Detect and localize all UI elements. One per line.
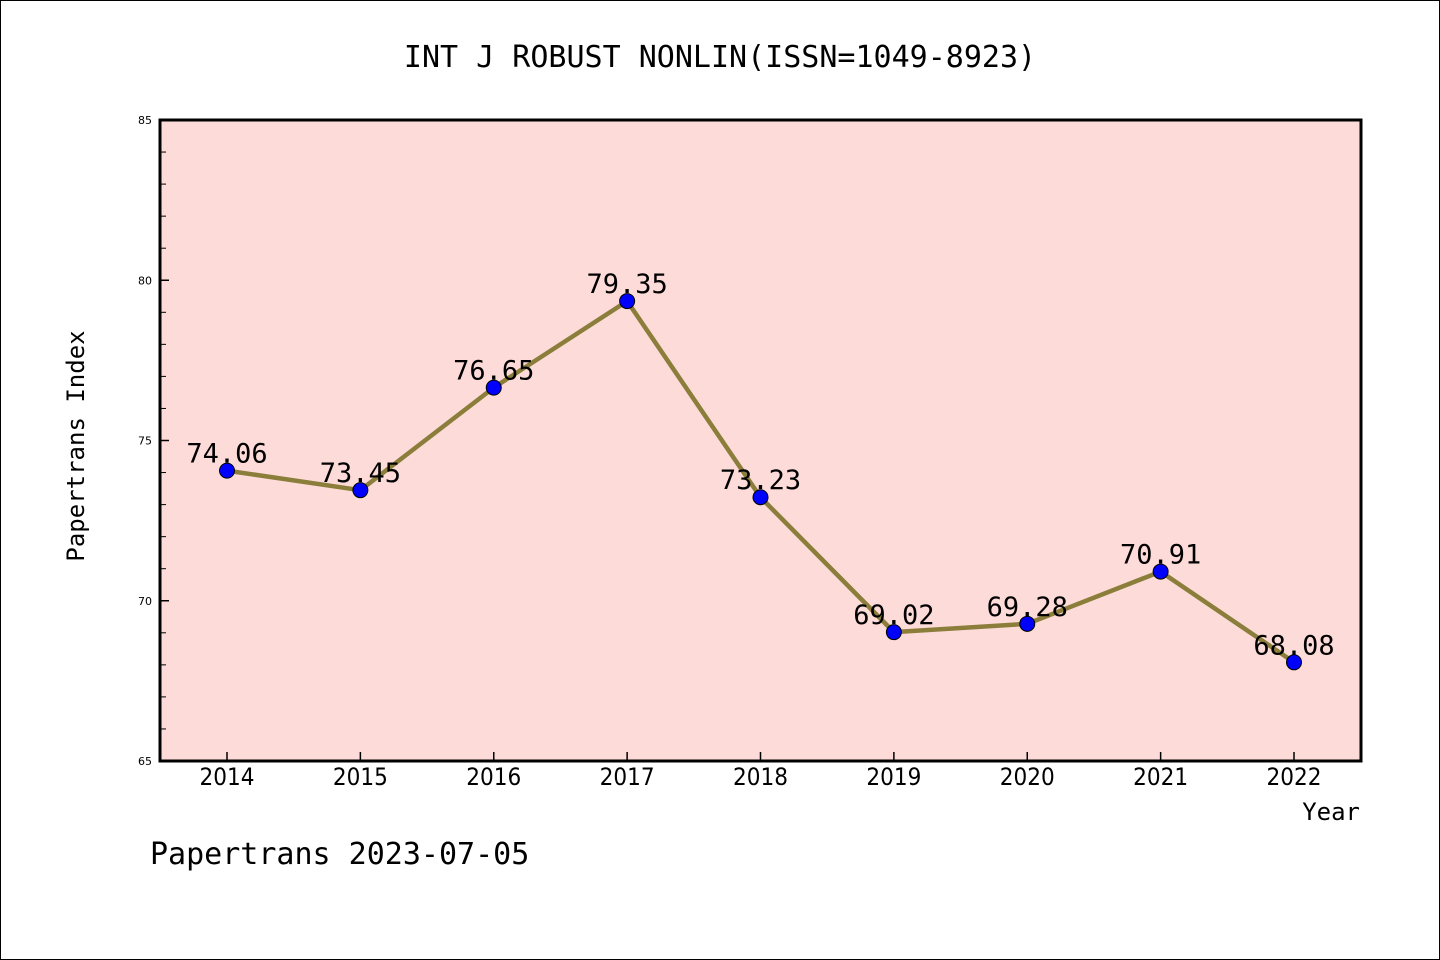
data-point <box>619 293 636 310</box>
data-point <box>1019 615 1036 632</box>
data-point <box>885 624 902 641</box>
y-tick-label: 85 <box>138 114 152 127</box>
x-tick-label: 2014 <box>200 763 255 791</box>
x-tick-label: 2015 <box>333 763 388 791</box>
data-point-markers <box>219 293 1302 671</box>
y-axis: 65 70 75 80 85 <box>138 114 169 768</box>
x-tick-label: 2018 <box>733 763 788 791</box>
data-label: 73.45 <box>320 458 401 489</box>
y-tick-label: 70 <box>138 595 152 608</box>
y-tick-label: 65 <box>138 755 152 768</box>
data-label: 79.35 <box>586 269 667 300</box>
data-point <box>1286 654 1302 671</box>
data-labels: 74.06 73.45 76.65 79.35 73.23 69.02 69.28 70.91… <box>186 269 1334 661</box>
x-tick-label: 2016 <box>466 763 521 791</box>
x-tick-label: 2021 <box>1133 763 1188 791</box>
data-label: 73.23 <box>720 465 801 496</box>
x-tick-label: 2022 <box>1267 763 1322 791</box>
data-label: 69.02 <box>853 600 934 631</box>
data-label: 70.91 <box>1120 540 1201 571</box>
footer-text: Papertrans 2023-07-05 <box>150 837 529 872</box>
data-label: 74.06 <box>186 439 267 470</box>
x-tick-label: 2017 <box>600 763 655 791</box>
data-label: 76.65 <box>453 356 534 387</box>
y-tick-label: 75 <box>138 435 152 448</box>
data-point <box>352 482 369 499</box>
x-axis: 2014 2015 2016 2017 2018 2019 2020 2021 2022 <box>200 752 1322 791</box>
y-axis-label: Papertrans Index <box>62 330 90 561</box>
data-label: 68.08 <box>1253 630 1334 661</box>
x-tick-label: 2019 <box>866 763 921 791</box>
data-point <box>1152 563 1169 580</box>
data-point <box>752 489 769 506</box>
data-point <box>485 379 502 396</box>
chart-title: INT J ROBUST NONLIN(ISSN=1049-8923) <box>404 40 1036 75</box>
data-label: 69.28 <box>987 592 1068 623</box>
data-point <box>219 462 235 479</box>
x-axis-label: Year <box>1302 798 1360 826</box>
plot-area <box>158 118 1363 763</box>
y-tick-label: 80 <box>138 274 152 287</box>
x-tick-label: 2020 <box>1000 763 1055 791</box>
